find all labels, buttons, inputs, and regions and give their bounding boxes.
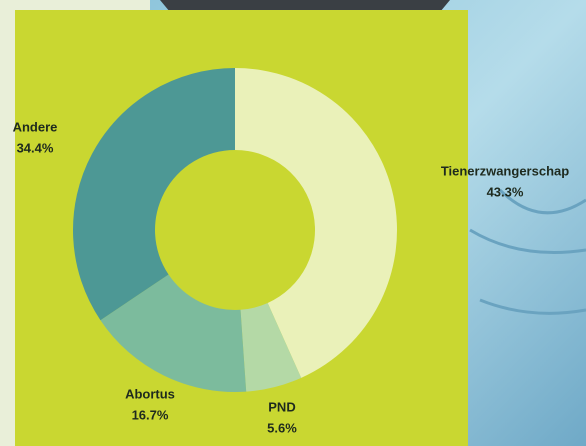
slice-label: Abortus [125,386,175,401]
photo-folds [469,188,586,315]
slice-label: Andere [13,119,58,134]
photo-shadow [160,0,450,12]
slice-value-label: 16.7% [132,407,169,422]
donut-slice [73,68,236,321]
slice-label: Tienerzwangerschap [441,163,569,178]
donut-slice [240,303,302,392]
slice-value-label: 34.4% [17,140,54,155]
slice-value-label: 43.3% [487,184,524,199]
slice-label: PND [268,399,295,414]
slice-value-label: 5.6% [267,420,297,435]
donut-slice [100,274,247,392]
donut-slice [235,68,397,378]
